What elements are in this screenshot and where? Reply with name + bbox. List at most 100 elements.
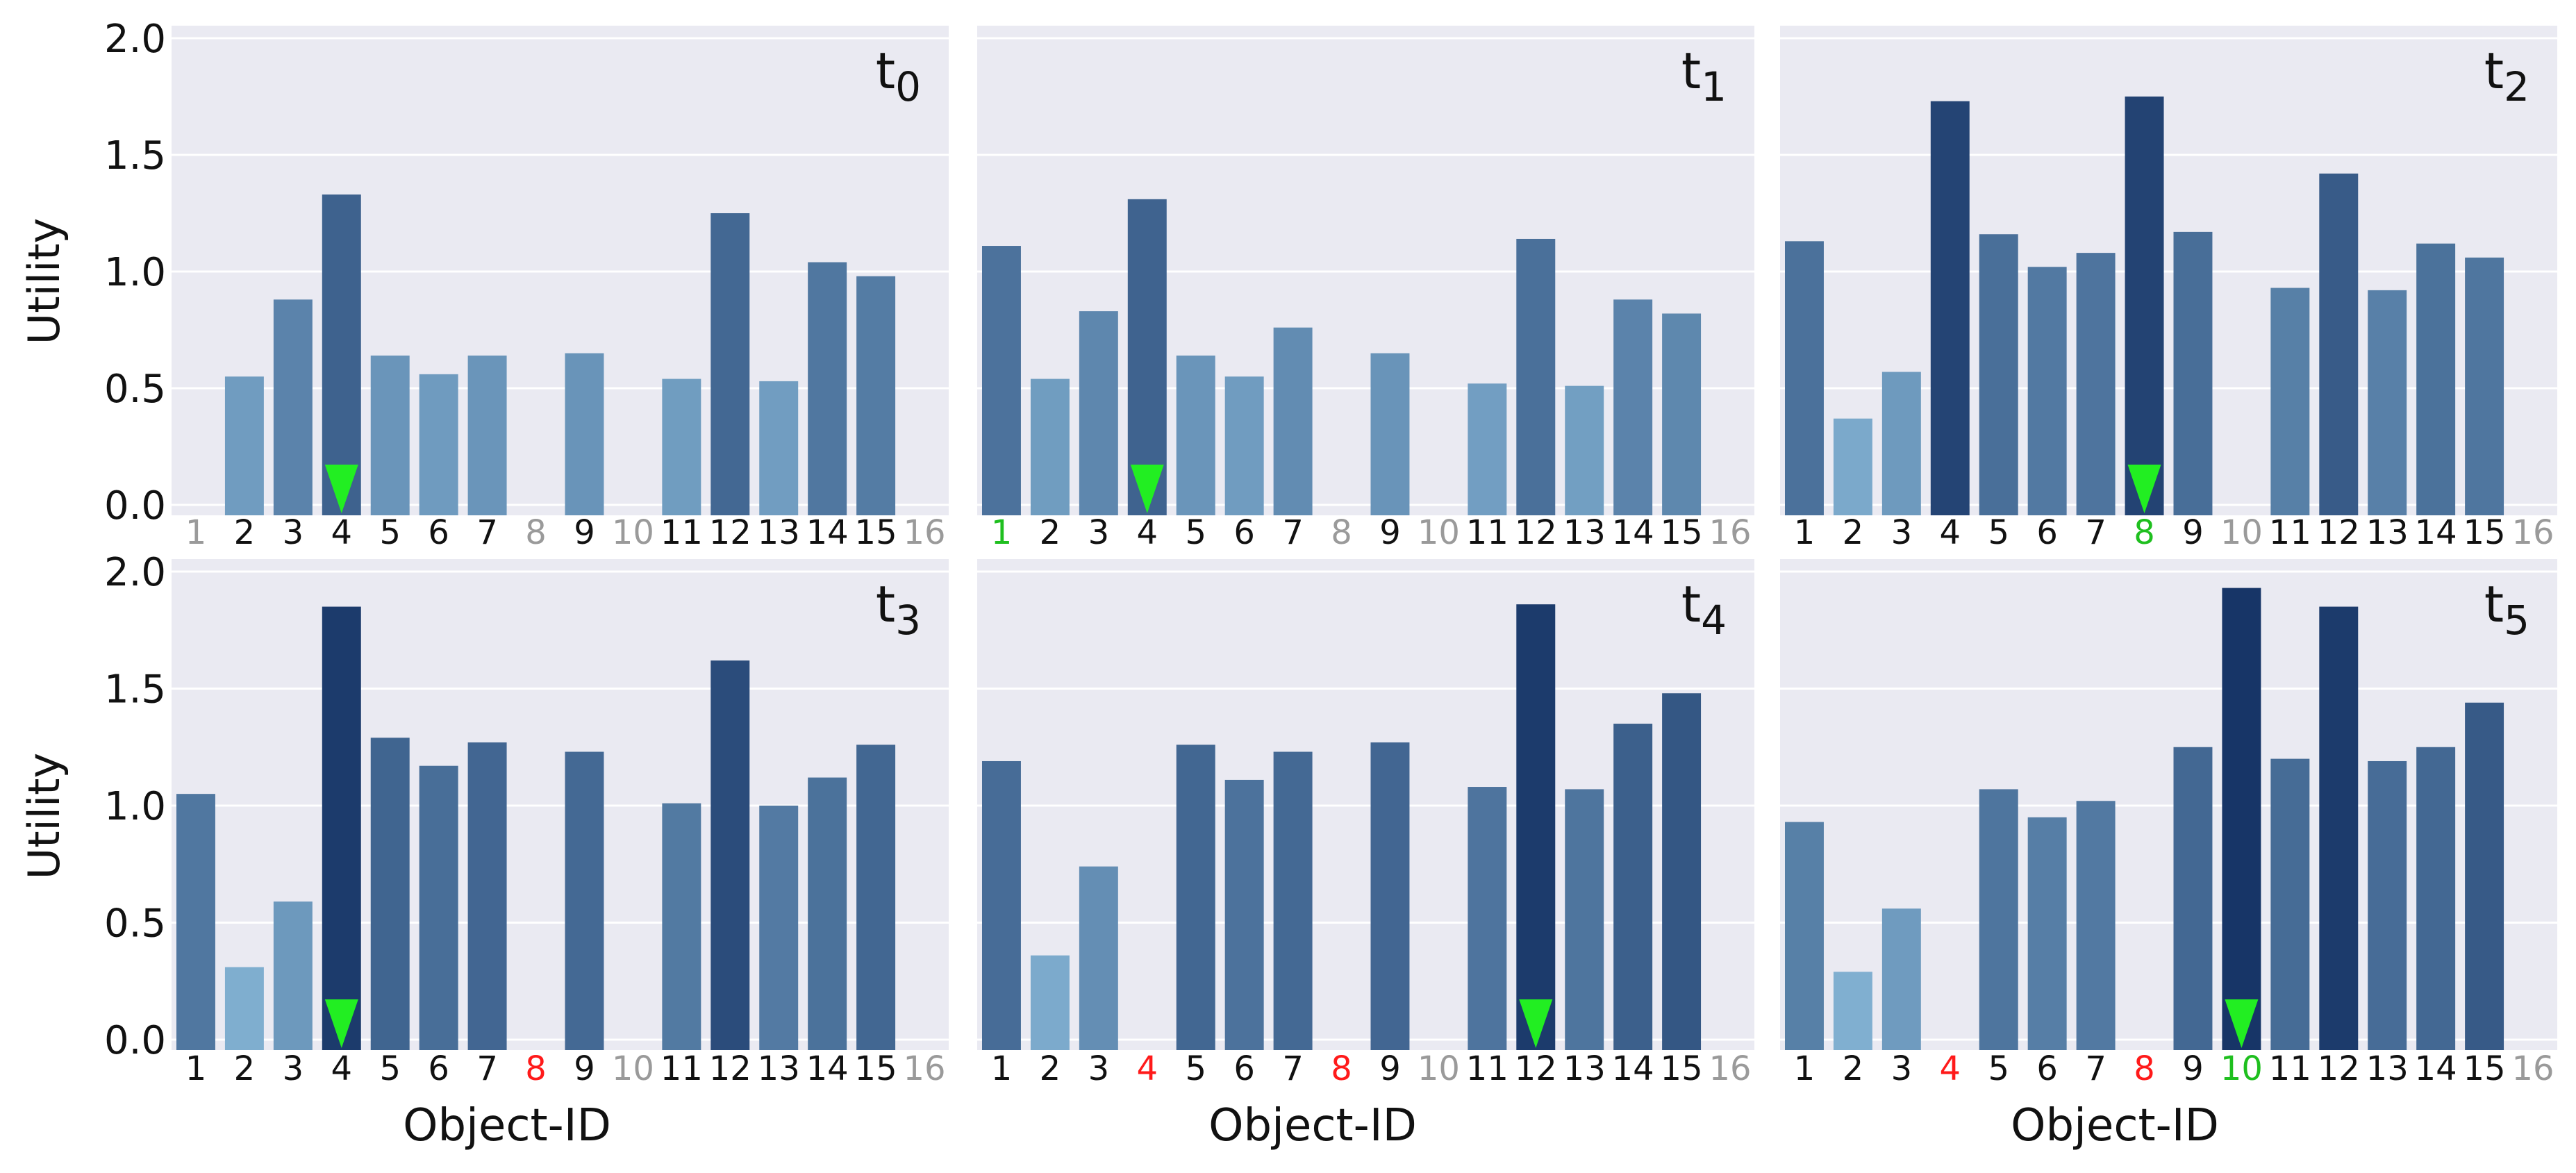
bar xyxy=(2173,231,2213,515)
panel-time-subscript: 3 xyxy=(895,597,921,644)
bar xyxy=(1370,353,1410,515)
bar xyxy=(370,738,410,1050)
bar xyxy=(981,760,1021,1050)
bar xyxy=(2027,817,2067,1050)
bar xyxy=(2076,801,2116,1050)
bar xyxy=(1784,241,1824,515)
x-tick-label: 13 xyxy=(2366,513,2409,552)
bar xyxy=(322,194,361,515)
x-tick-label: 10 xyxy=(612,1049,654,1088)
x-tick-label: 15 xyxy=(2463,1049,2506,1088)
x-tick-label: 4 xyxy=(331,1049,353,1088)
selected-marker-icon xyxy=(2127,465,2161,513)
bar xyxy=(856,744,896,1050)
x-tick-label: 10 xyxy=(2220,513,2263,552)
x-tick-label: 3 xyxy=(283,1049,304,1088)
x-tick-label: 3 xyxy=(1891,513,1913,552)
x-tick-label: 2 xyxy=(234,513,256,552)
bar xyxy=(370,355,410,515)
bar xyxy=(1370,742,1410,1050)
bar xyxy=(1224,779,1264,1050)
bar xyxy=(2319,606,2359,1050)
bar xyxy=(808,262,847,515)
panel-time-label: t1 xyxy=(1681,42,1727,110)
bar xyxy=(565,353,604,515)
panel-time-subscript: 0 xyxy=(895,63,921,110)
x-tick-label: 6 xyxy=(428,513,449,552)
x-tick-label: 7 xyxy=(1282,1049,1304,1088)
x-tick-label: 16 xyxy=(1709,513,1751,552)
x-tick-label: 1 xyxy=(1794,513,1815,552)
x-tick-label: 5 xyxy=(1988,513,2009,552)
x-tick-label: 9 xyxy=(2182,513,2204,552)
x-tick-label: 8 xyxy=(1331,1049,1352,1088)
bar xyxy=(273,901,313,1050)
panel-time-label: t3 xyxy=(876,575,921,644)
x-axis-label: Object-ID xyxy=(2011,1100,2219,1151)
x-tick-label: 11 xyxy=(1466,513,1509,552)
x-tick-label: 11 xyxy=(2269,1049,2311,1088)
x-tick-label: 13 xyxy=(758,513,800,552)
selected-marker-icon xyxy=(1519,999,1553,1048)
x-tick-label: 14 xyxy=(1612,513,1654,552)
bar xyxy=(419,765,458,1050)
panel-time-base: t xyxy=(1681,575,1701,633)
x-tick-label: 6 xyxy=(428,1049,449,1088)
bar xyxy=(759,381,799,515)
x-axis-label: Object-ID xyxy=(403,1100,611,1151)
bar xyxy=(1662,313,1702,515)
bar xyxy=(2416,747,2456,1050)
x-tick-label: 12 xyxy=(2318,1049,2360,1088)
x-tick-label: 15 xyxy=(855,513,897,552)
bar xyxy=(759,806,799,1050)
bar xyxy=(1565,385,1604,515)
bar xyxy=(1979,789,2018,1050)
bar xyxy=(1930,101,1970,516)
x-tick-label: 9 xyxy=(574,1049,595,1088)
bar xyxy=(1224,376,1264,515)
x-tick-label: 8 xyxy=(2134,513,2155,552)
x-tick-label: 1 xyxy=(185,1049,207,1088)
x-tick-label: 12 xyxy=(2318,513,2360,552)
x-tick-label: 2 xyxy=(1843,513,1864,552)
plot-root: 0.00.51.01.52.01 2 3 4 5 6 7 8 9 10 11 12 13 14 15 16t0… xyxy=(104,17,2557,1088)
x-tick-label: 7 xyxy=(476,513,498,552)
panel-time-label: t5 xyxy=(2484,575,2529,644)
bar xyxy=(1079,866,1118,1050)
x-tick-label: 1 xyxy=(991,1049,1013,1088)
x-tick-label: 10 xyxy=(612,513,654,552)
y-tick-label: 1.5 xyxy=(104,133,166,178)
bar xyxy=(1030,955,1070,1050)
x-tick-label: 8 xyxy=(2134,1049,2155,1088)
bar xyxy=(1565,789,1604,1050)
selected-marker-icon xyxy=(2225,999,2259,1048)
bar xyxy=(662,803,701,1050)
bar xyxy=(1127,199,1167,515)
bar xyxy=(2465,257,2504,515)
x-tick-label: 5 xyxy=(379,513,401,552)
x-tick-label: 14 xyxy=(806,513,849,552)
selected-marker-icon xyxy=(1130,465,1164,513)
bar xyxy=(1784,822,1824,1050)
x-tick-label: 2 xyxy=(1040,513,1061,552)
y-tick-label: 1.0 xyxy=(104,250,166,295)
x-tick-label: 13 xyxy=(758,1049,800,1088)
x-tick-label: 4 xyxy=(1940,513,1961,552)
bar xyxy=(2027,267,2067,515)
bar xyxy=(224,967,264,1050)
y-tick-label: 1.5 xyxy=(104,667,166,713)
x-tick-label: 14 xyxy=(2415,1049,2457,1088)
x-tick-label: 7 xyxy=(2085,1049,2106,1088)
bar xyxy=(662,378,701,515)
bar xyxy=(322,606,361,1050)
bar xyxy=(2368,290,2407,515)
bar xyxy=(2173,747,2213,1050)
x-tick-label: 12 xyxy=(1515,513,1557,552)
x-tick-label: 15 xyxy=(1661,1049,1703,1088)
panel-time-subscript: 5 xyxy=(2504,597,2529,644)
x-tick-label: 6 xyxy=(1233,1049,1255,1088)
